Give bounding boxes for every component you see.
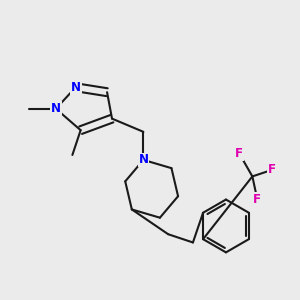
Text: F: F [235,147,243,160]
Text: N: N [51,102,61,115]
Text: N: N [71,81,81,94]
Text: F: F [253,193,261,206]
Text: N: N [138,153,148,167]
Text: F: F [268,163,276,176]
